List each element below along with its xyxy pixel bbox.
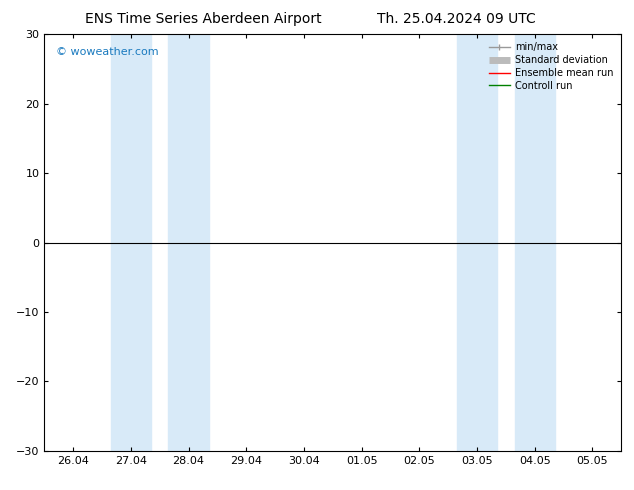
Text: ENS Time Series Aberdeen Airport: ENS Time Series Aberdeen Airport — [84, 12, 321, 26]
Legend: min/max, Standard deviation, Ensemble mean run, Controll run: min/max, Standard deviation, Ensemble me… — [485, 38, 618, 95]
Bar — [515, 34, 555, 451]
Bar — [457, 34, 497, 451]
Bar — [169, 34, 209, 451]
Text: © woweather.com: © woweather.com — [56, 47, 158, 57]
Bar — [111, 34, 151, 451]
Text: Th. 25.04.2024 09 UTC: Th. 25.04.2024 09 UTC — [377, 12, 536, 26]
